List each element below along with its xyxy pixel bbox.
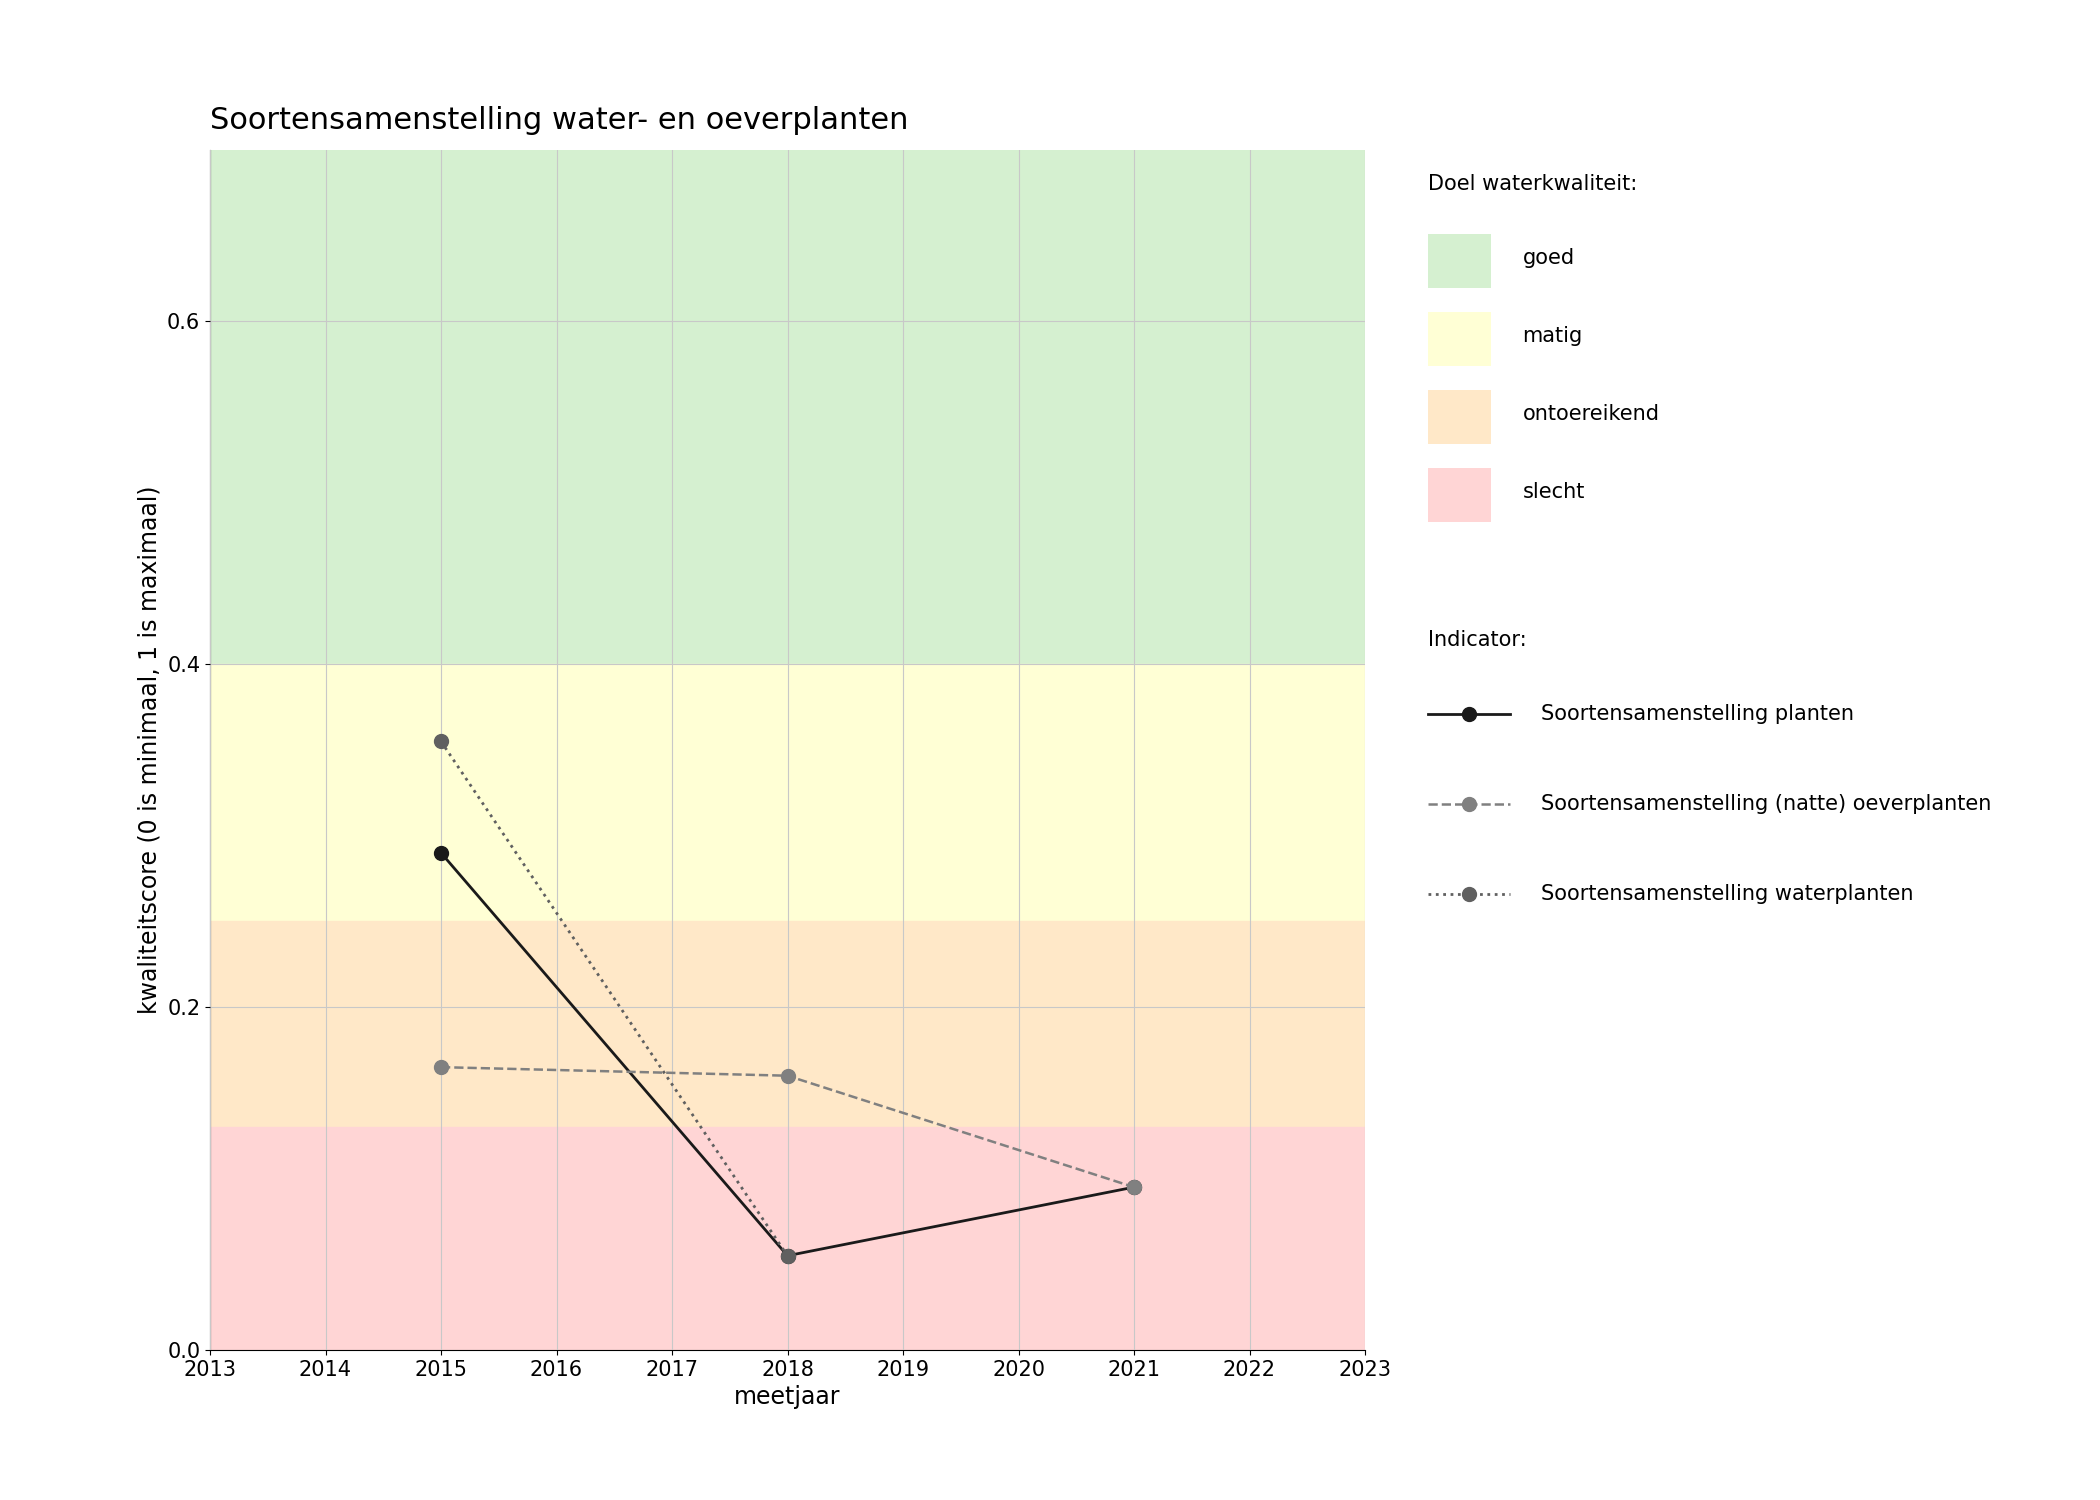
Soortensamenstelling (natte) oeverplanten xyxy=(1121,1178,1147,1196)
Line: Soortensamenstelling (natte) oeverplanten: Soortensamenstelling (natte) oeverplante… xyxy=(435,1060,1140,1194)
Bar xyxy=(210,921,1365,1126)
FancyBboxPatch shape xyxy=(1428,312,1491,366)
Soortensamenstelling (natte) oeverplanten xyxy=(775,1066,800,1084)
Soortensamenstelling planten xyxy=(428,844,454,862)
Line: Soortensamenstelling planten: Soortensamenstelling planten xyxy=(435,846,1140,1263)
Y-axis label: kwaliteitscore (0 is minimaal, 1 is maximaal): kwaliteitscore (0 is minimaal, 1 is maxi… xyxy=(136,486,162,1014)
Soortensamenstelling (natte) oeverplanten xyxy=(428,1058,454,1076)
Text: slecht: slecht xyxy=(1522,482,1586,502)
Bar xyxy=(210,150,1365,664)
Line: Soortensamenstelling waterplanten: Soortensamenstelling waterplanten xyxy=(435,735,794,1263)
FancyBboxPatch shape xyxy=(1428,234,1491,288)
Text: Soortensamenstelling water- en oeverplanten: Soortensamenstelling water- en oeverplan… xyxy=(210,106,909,135)
Bar xyxy=(210,664,1365,921)
Bar xyxy=(210,1126,1365,1350)
Text: matig: matig xyxy=(1522,326,1583,346)
FancyBboxPatch shape xyxy=(1428,390,1491,444)
Text: Soortensamenstelling planten: Soortensamenstelling planten xyxy=(1541,704,1854,724)
Text: ontoereikend: ontoereikend xyxy=(1522,404,1659,424)
Text: goed: goed xyxy=(1522,248,1575,268)
FancyBboxPatch shape xyxy=(1428,468,1491,522)
Text: Doel waterkwaliteit:: Doel waterkwaliteit: xyxy=(1428,174,1638,194)
Soortensamenstelling waterplanten xyxy=(428,732,454,750)
Text: Soortensamenstelling waterplanten: Soortensamenstelling waterplanten xyxy=(1541,884,1913,904)
Soortensamenstelling waterplanten xyxy=(775,1246,800,1264)
Text: Soortensamenstelling (natte) oeverplanten: Soortensamenstelling (natte) oeverplante… xyxy=(1541,794,1991,814)
X-axis label: meetjaar: meetjaar xyxy=(735,1386,840,1410)
Text: Indicator:: Indicator: xyxy=(1428,630,1527,650)
Soortensamenstelling planten xyxy=(775,1246,800,1264)
Soortensamenstelling planten xyxy=(1121,1178,1147,1196)
